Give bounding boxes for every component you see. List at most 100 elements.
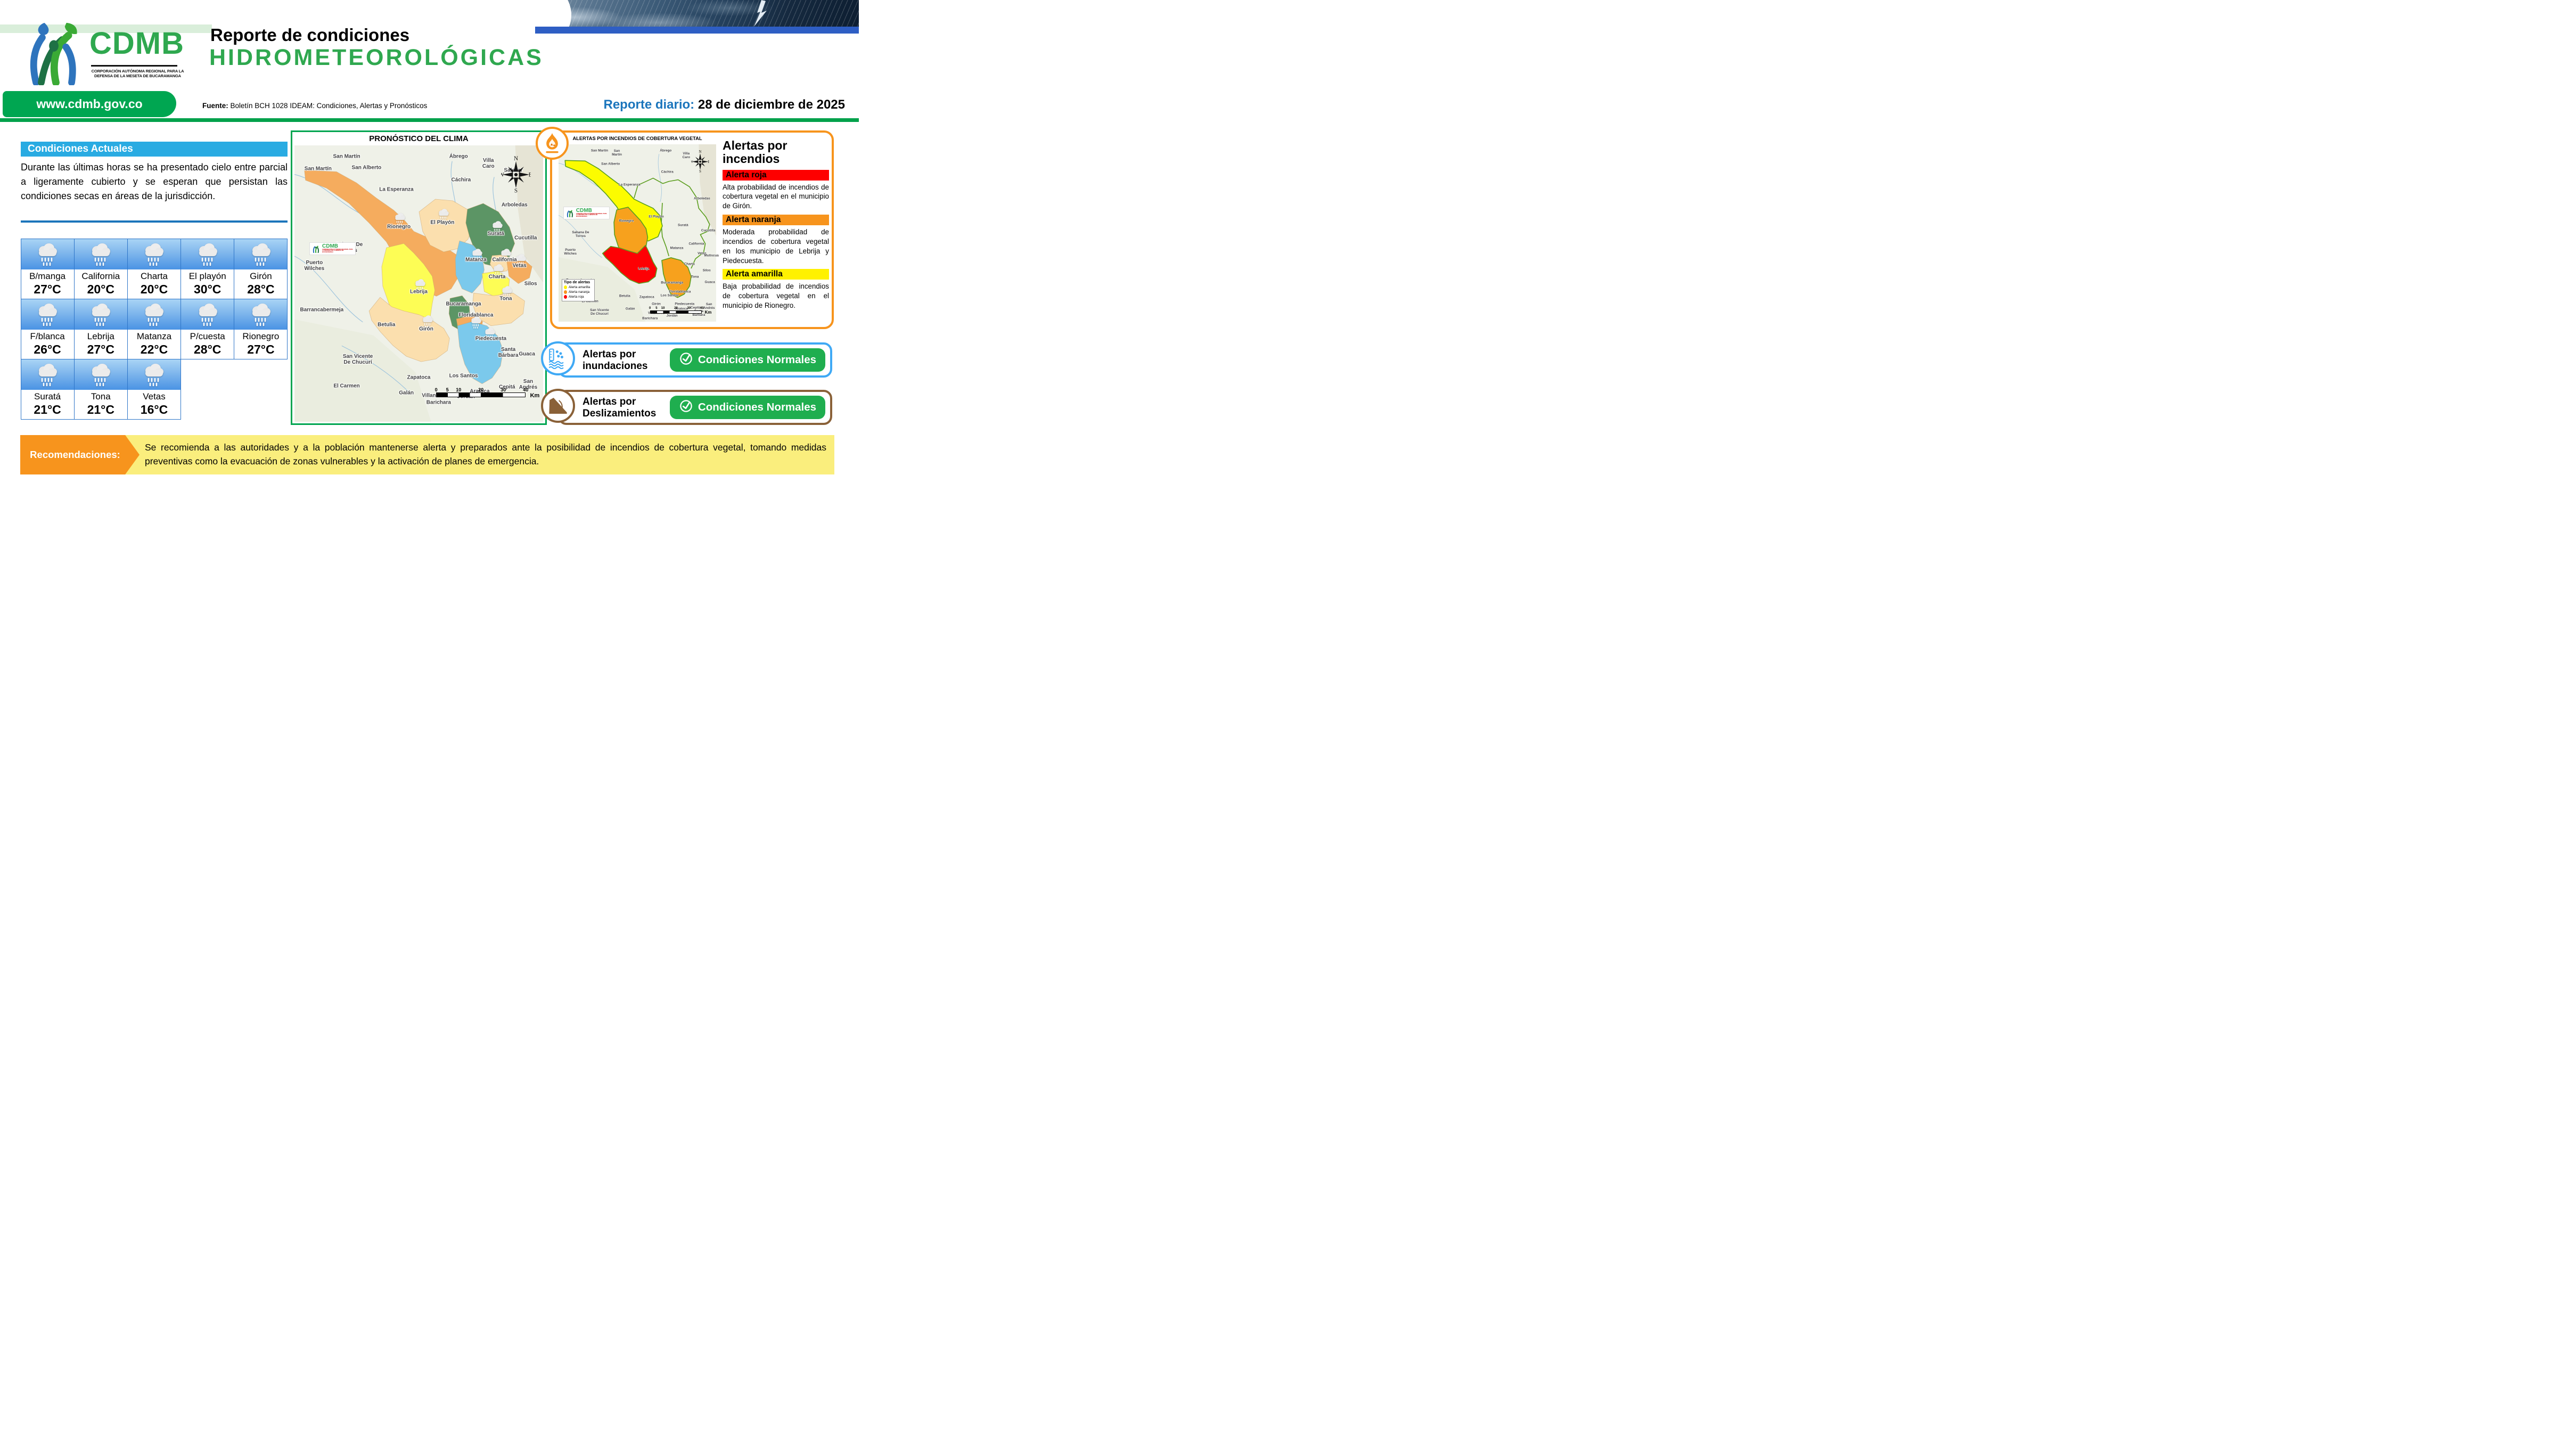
rain-cloud-icon — [39, 304, 58, 326]
map-label: Betulia — [378, 322, 396, 328]
map-label: Charta — [488, 274, 506, 280]
weather-city-name: Rionegro — [242, 331, 280, 341]
map-label: Sabana De Torres — [572, 230, 589, 238]
weather-cell-icon-area — [234, 239, 288, 269]
rain-cloud-icon — [423, 315, 433, 328]
rain-cloud-icon — [92, 243, 111, 266]
logo-divider — [91, 65, 177, 67]
map-label: El Carmen — [581, 299, 598, 304]
source-line: Fuente: Boletín BCH 1028 IDEAM: Condicio… — [202, 102, 428, 110]
map-label: Zapatoca — [407, 374, 431, 381]
map-label: Puerto Wilches — [304, 259, 325, 272]
weather-cell: Charta 20°C — [127, 238, 182, 299]
weather-cell: Tona 21°C — [73, 358, 128, 420]
rain-cloud-icon — [92, 304, 111, 326]
weather-cell: P/cuesta 28°C — [181, 298, 235, 359]
map-label: Floridablanca — [458, 312, 494, 318]
map-rain-icon — [437, 208, 451, 221]
map-label: Ábrego — [660, 149, 672, 153]
header-blue-bar — [535, 27, 859, 34]
legend-item: Alerta amarilla — [563, 285, 593, 290]
map-label: San Alberto — [601, 162, 620, 166]
map-label: Los Santos — [449, 373, 478, 379]
map-label: Lebrija — [410, 289, 428, 295]
rain-cloud-icon — [501, 249, 511, 261]
flood-label: Alertas por inundaciones — [583, 349, 648, 372]
map-label: Salazar — [504, 167, 523, 174]
weather-city-temp: 26°C — [34, 342, 61, 356]
map-label: San Vicente De Chucurí — [342, 354, 373, 366]
map-label: San Andrés — [519, 378, 538, 390]
alert-level-bar: Alerta naranja — [723, 215, 829, 226]
map-rain-icon — [470, 248, 485, 261]
fire-map-title: ALERTAS POR INCENDIOS DE COBERTURA VEGET… — [572, 136, 702, 141]
weather-city-temp: 28°C — [194, 342, 221, 356]
map-label: San Martín — [304, 166, 332, 172]
fire-alerts-title: Alertas por incendios — [723, 138, 787, 166]
report-title-line2: HIDROMETEOROLÓGICAS — [209, 45, 544, 70]
rain-cloud-icon — [39, 243, 58, 266]
svg-text:S: S — [699, 170, 701, 173]
weather-city-name: Tona — [91, 391, 111, 402]
current-conditions-header: Condiciones Actuales — [21, 142, 288, 157]
compass-rose-icon: N E S W — [498, 155, 532, 194]
flood-badge — [541, 341, 575, 375]
landslide-status-pill: Condiciones Normales — [670, 396, 825, 419]
cdmb-figures-icon — [313, 245, 319, 253]
map-label: Galán — [625, 307, 635, 311]
weather-city-temp: 30°C — [194, 282, 221, 296]
map-label: Jordán — [666, 314, 678, 318]
website-pill[interactable]: www.cdmb.gov.co — [3, 91, 176, 117]
map-label: Charta — [684, 262, 695, 266]
map-rain-icon — [500, 285, 514, 299]
map-label: Silos — [524, 281, 537, 286]
map-label: California — [688, 242, 704, 246]
legend-color-dot — [563, 295, 567, 299]
map-label: Betulia — [619, 294, 630, 298]
landslide-label: Alertas por Deslizamientos — [583, 396, 657, 419]
alert-level-bar: Alerta roja — [723, 169, 829, 181]
map-label: Guaca — [519, 351, 535, 357]
map-label: Lebrija — [638, 267, 650, 271]
weather-cell-icon-area — [127, 239, 181, 269]
map-label: Girón — [419, 326, 433, 332]
map-label: Barichara — [426, 399, 451, 406]
weather-cell: Vetas 16°C — [127, 358, 182, 420]
map-label: Arboledas — [693, 197, 710, 201]
map-label: Villa Caro — [482, 157, 495, 169]
legend-title: Tipo de alertas — [563, 281, 590, 285]
cdmb-logo: CDMB CORPORACIÓN AUTÓNOMA REGIONAL PARA … — [10, 14, 185, 93]
weather-city-temp: 22°C — [140, 342, 168, 356]
rain-cloud-icon — [199, 304, 217, 326]
map-label: Barichara — [642, 316, 658, 321]
weather-cell: Lebrija 27°C — [73, 298, 128, 359]
weather-city-temp: 21°C — [87, 402, 114, 416]
map-label: Tona — [691, 275, 699, 279]
map-label: Girón — [652, 302, 661, 306]
map-label: El Playón — [649, 215, 664, 219]
map-label: Bucaramanga — [661, 281, 683, 285]
map-label: Matanza — [670, 247, 684, 251]
svg-text:N: N — [699, 150, 701, 154]
weather-city-name: Charta — [140, 271, 168, 281]
weather-city-temp: 28°C — [247, 282, 275, 296]
svg-text:W: W — [501, 172, 505, 178]
rain-cloud-icon — [415, 279, 425, 292]
svg-text:S: S — [514, 188, 517, 193]
map-label: Suratá — [487, 231, 504, 237]
rain-cloud-icon — [145, 304, 164, 326]
map-label: Vetas — [698, 251, 707, 256]
map-label: San Martín — [590, 149, 609, 153]
map-label: Guaca — [704, 280, 715, 284]
weather-cell-icon-area — [74, 239, 127, 269]
map-label: Bucaramanga — [446, 301, 481, 307]
map-label: San Alberto — [351, 165, 382, 171]
flood-gauge-icon — [548, 348, 564, 369]
rain-cloud-icon — [494, 264, 504, 276]
weather-city-name: Suratá — [34, 391, 61, 402]
map-label: El Playón — [430, 219, 455, 226]
forecast-rain-icons — [294, 145, 543, 422]
weather-cell: El playón 30°C — [181, 238, 235, 299]
compass-rose-icon: N E S W — [690, 150, 710, 174]
weather-cell: California 20°C — [73, 238, 128, 299]
